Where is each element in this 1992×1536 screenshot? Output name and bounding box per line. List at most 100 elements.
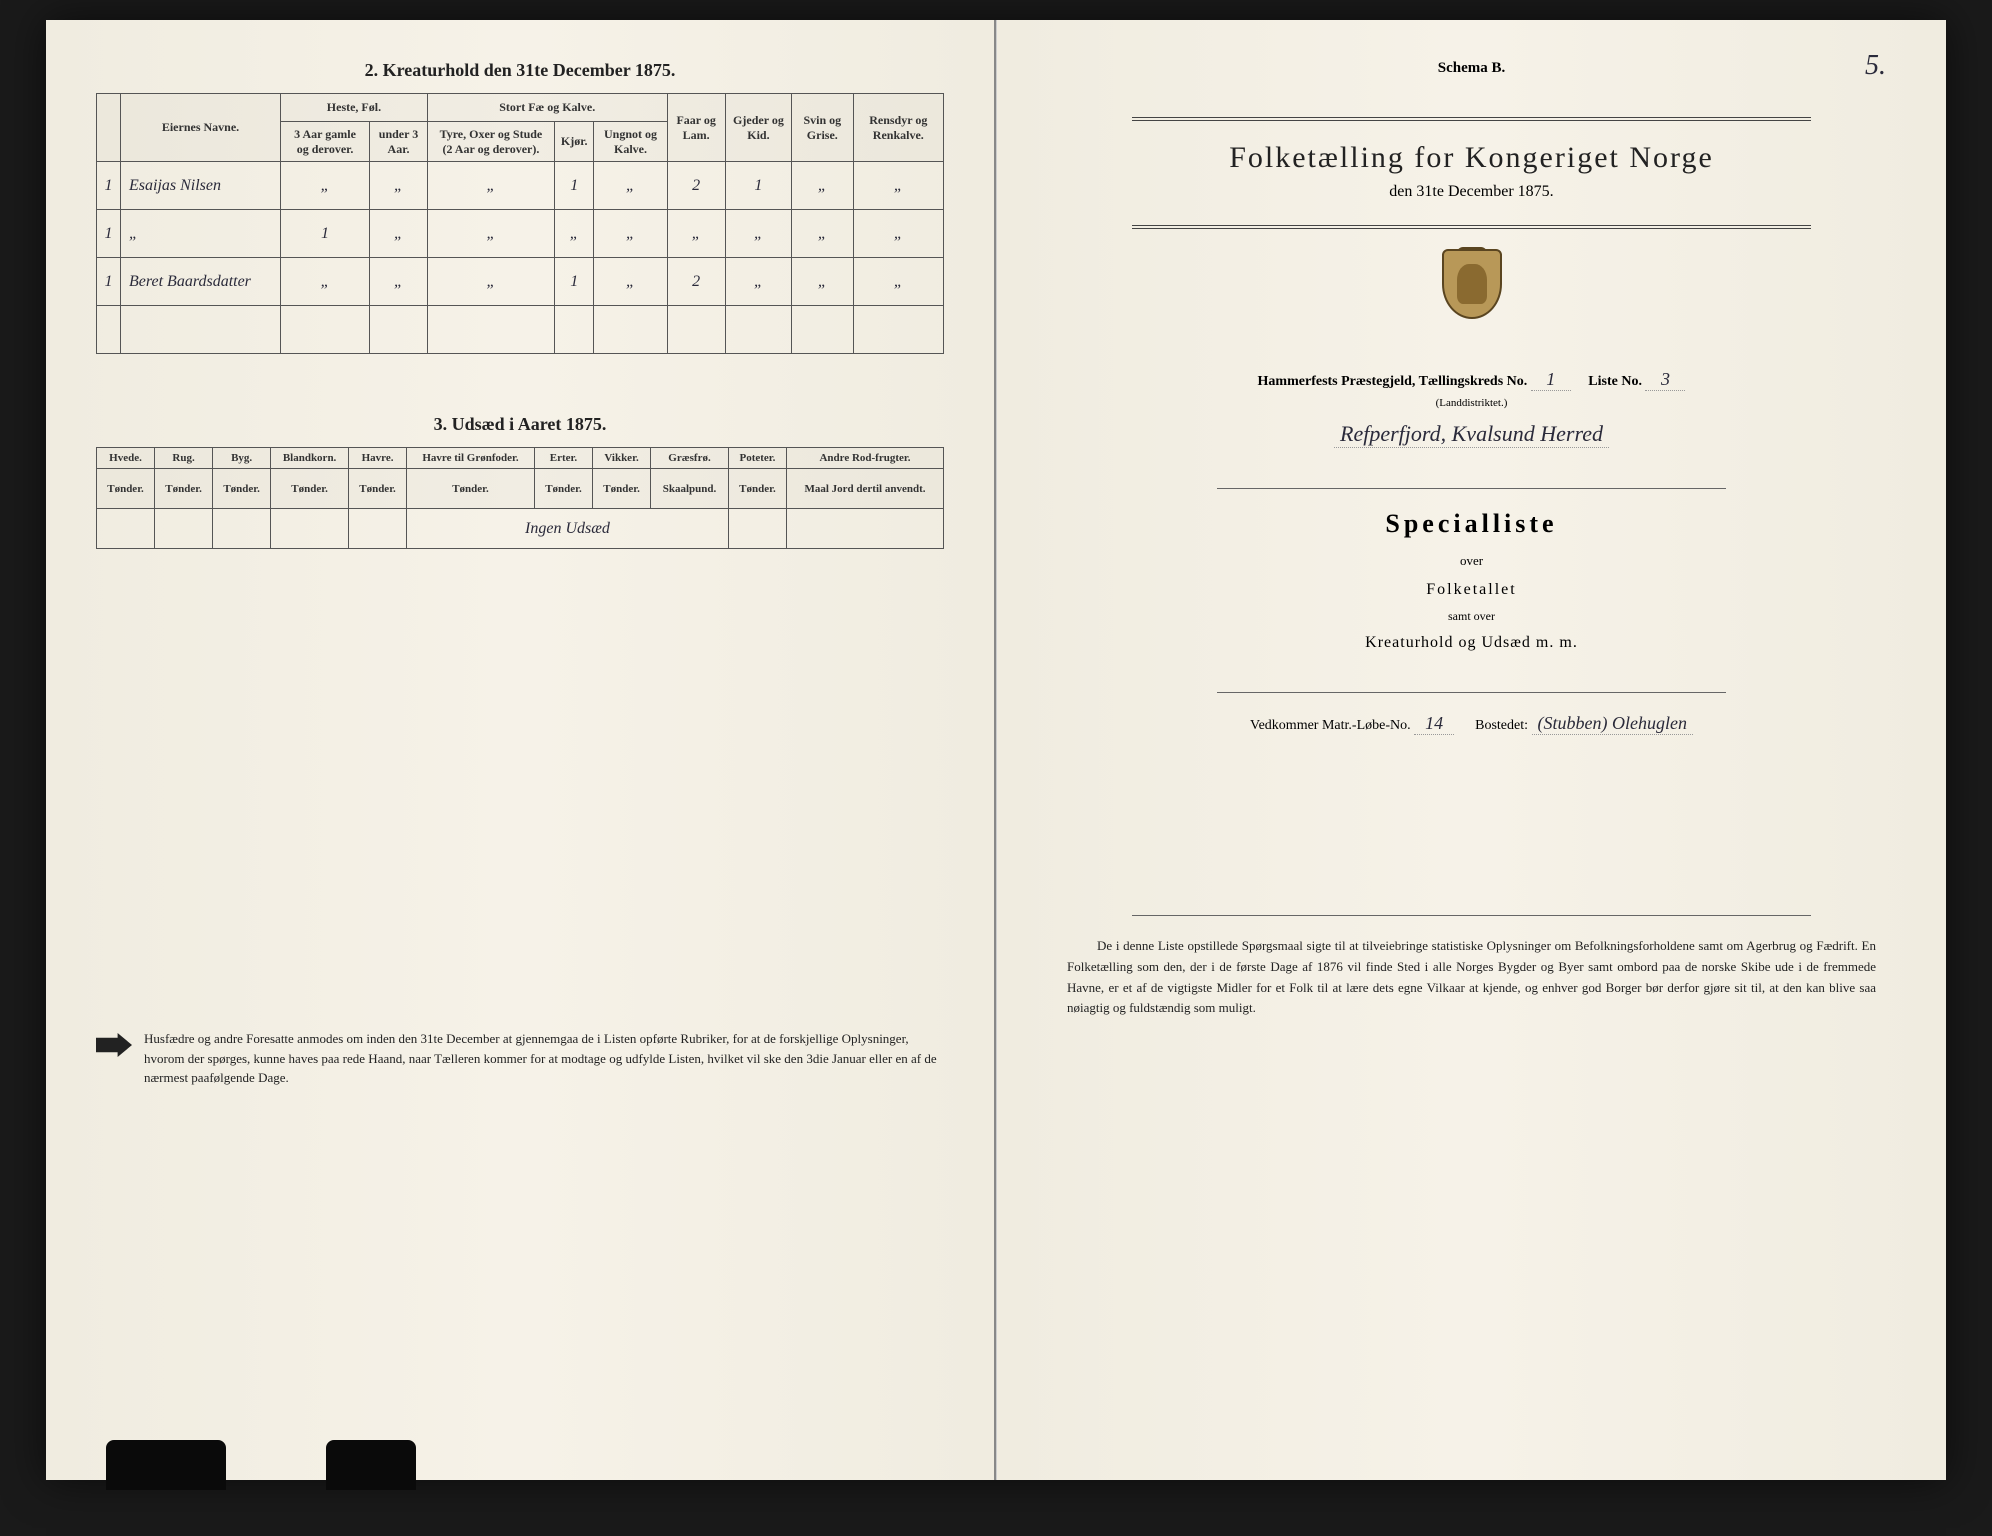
bosted-label: Bostedet:: [1475, 718, 1528, 733]
cell-value: „: [427, 258, 554, 306]
col-subheader: Maal Jord dertil anvendt.: [786, 469, 943, 509]
col-reindeer: Rensdyr og Renkalve.: [853, 94, 943, 162]
matr-line: Vedkommer Matr.-Løbe-No. 14 Bostedet: (S…: [1047, 713, 1896, 735]
col-cattle: Stort Fæ og Kalve.: [427, 94, 667, 122]
seed-table: Hvede.Rug.Byg.Blandkorn.Havre.Havre til …: [96, 447, 944, 549]
folketallet-label: Folketallet: [1047, 581, 1896, 599]
col-header: Rug.: [155, 448, 213, 469]
table-row: 1Esaijas Nilsen„„„1„21„„: [97, 162, 944, 210]
livestock-table: Eiernes Navne. Heste, Føl. Stort Fæ og K…: [96, 93, 944, 354]
col-subheader: Tønder.: [593, 469, 651, 509]
col-sheep: Faar og Lam.: [667, 94, 725, 162]
notice-text: Husfædre og andre Foresatte anmodes om i…: [144, 1029, 944, 1088]
owner-name: Esaijas Nilsen: [121, 162, 281, 210]
row-number: 1: [97, 162, 121, 210]
cell-value: „: [594, 258, 667, 306]
table-row: 1Beret Baardsdatter„„„1„2„„„: [97, 258, 944, 306]
matr-number: 14: [1414, 713, 1454, 735]
parish-label: Hammerfests Præstegjeld, Tællingskreds N…: [1258, 374, 1528, 389]
cell-value: „: [594, 210, 667, 258]
table-row: [97, 306, 944, 354]
col-header: Havre.: [349, 448, 407, 469]
col-subheader: Tønder.: [349, 469, 407, 509]
cell-value: „: [594, 162, 667, 210]
col-owner-name: Eiernes Navne.: [121, 94, 281, 162]
col-bulls: Tyre, Oxer og Stude (2 Aar og derover).: [427, 122, 554, 162]
cell-value: „: [853, 162, 943, 210]
cell-value: 1: [281, 210, 370, 258]
location-entry: Refperfjord, Kvalsund Herred: [1334, 421, 1609, 448]
bottom-instructions: De i denne Liste opstillede Spørgsmaal s…: [1047, 936, 1896, 1019]
col-subheader: Tønder.: [407, 469, 535, 509]
cell-value: „: [792, 162, 854, 210]
col-horse-u3: under 3 Aar.: [370, 122, 428, 162]
cell-value: 2: [667, 162, 725, 210]
seed-data-row: Ingen Udsæd: [97, 509, 944, 549]
col-header: Poteter.: [728, 448, 786, 469]
row-number: 1: [97, 258, 121, 306]
col-horses: Heste, Føl.: [281, 94, 428, 122]
seed-entry: Ingen Udsæd: [407, 509, 729, 549]
cell-value: „: [792, 258, 854, 306]
binding-tab: [326, 1440, 416, 1490]
cell-value: 1: [554, 258, 594, 306]
liste-number: 3: [1645, 369, 1685, 391]
cell-value: „: [853, 210, 943, 258]
col-pigs: Svin og Grise.: [792, 94, 854, 162]
matr-label: Vedkommer Matr.-Løbe-No.: [1250, 718, 1411, 733]
subtitle: den 31te December 1875.: [1047, 183, 1896, 201]
col-subheader: Tønder.: [271, 469, 349, 509]
col-header: Andre Rod-frugter.: [786, 448, 943, 469]
cell-value: „: [667, 210, 725, 258]
left-notice: Husfædre og andre Foresatte anmodes om i…: [96, 1029, 944, 1088]
specialliste-title: Specialliste: [1047, 509, 1896, 539]
col-horse-3yr: 3 Aar gamle og derover.: [281, 122, 370, 162]
liste-label: Liste No.: [1588, 374, 1642, 389]
cell-value: „: [725, 258, 791, 306]
cell-value: „: [281, 162, 370, 210]
owner-name: Beret Baardsdatter: [121, 258, 281, 306]
cell-value: 1: [554, 162, 594, 210]
rule-line: [1217, 692, 1726, 693]
parish-sub: (Landdistriktet.): [1047, 397, 1896, 409]
rule-line: [1132, 915, 1811, 916]
col-subheader: Tønder.: [155, 469, 213, 509]
cell-value: „: [725, 210, 791, 258]
col-header: Hvede.: [97, 448, 155, 469]
binding-tab: [106, 1440, 226, 1490]
bosted-entry: (Stubben) Olehuglen: [1532, 713, 1693, 735]
col-header: Græsfrø.: [651, 448, 729, 469]
col-subheader: Skaalpund.: [651, 469, 729, 509]
rule-line: [1132, 225, 1811, 229]
over-label: over: [1047, 553, 1896, 569]
cell-value: 2: [667, 258, 725, 306]
location-line: Refperfjord, Kvalsund Herred: [1047, 421, 1896, 448]
cell-value: „: [427, 210, 554, 258]
col-subheader: Tønder.: [213, 469, 271, 509]
cell-value: 1: [725, 162, 791, 210]
parish-line: Hammerfests Præstegjeld, Tællingskreds N…: [1047, 369, 1896, 391]
col-header: Byg.: [213, 448, 271, 469]
kreds-number: 1: [1531, 369, 1571, 391]
col-subheader: Tønder.: [534, 469, 592, 509]
cell-value: „: [853, 258, 943, 306]
cell-value: „: [281, 258, 370, 306]
col-goats: Gjeder og Kid.: [725, 94, 791, 162]
owner-name: „: [121, 210, 281, 258]
col-header: Blandkorn.: [271, 448, 349, 469]
left-page: 2. Kreaturhold den 31te December 1875. E…: [46, 20, 996, 1480]
rule-line: [1217, 488, 1726, 489]
cell-value: „: [370, 258, 428, 306]
row-number: 1: [97, 210, 121, 258]
cell-value: „: [370, 210, 428, 258]
section-2-title: 2. Kreaturhold den 31te December 1875.: [96, 60, 944, 81]
cell-value: „: [427, 162, 554, 210]
coat-of-arms-icon: [1437, 249, 1507, 339]
schema-label: Schema B.: [1047, 60, 1896, 77]
col-calves: Ungnot og Kalve.: [594, 122, 667, 162]
pointing-hand-icon: [96, 1033, 132, 1057]
right-page: 5. Schema B. Folketælling for Kongeriget…: [996, 20, 1946, 1480]
col-subheader: Tønder.: [97, 469, 155, 509]
table-row: 1„1„„„„„„„„: [97, 210, 944, 258]
col-header: Havre til Grønfoder.: [407, 448, 535, 469]
